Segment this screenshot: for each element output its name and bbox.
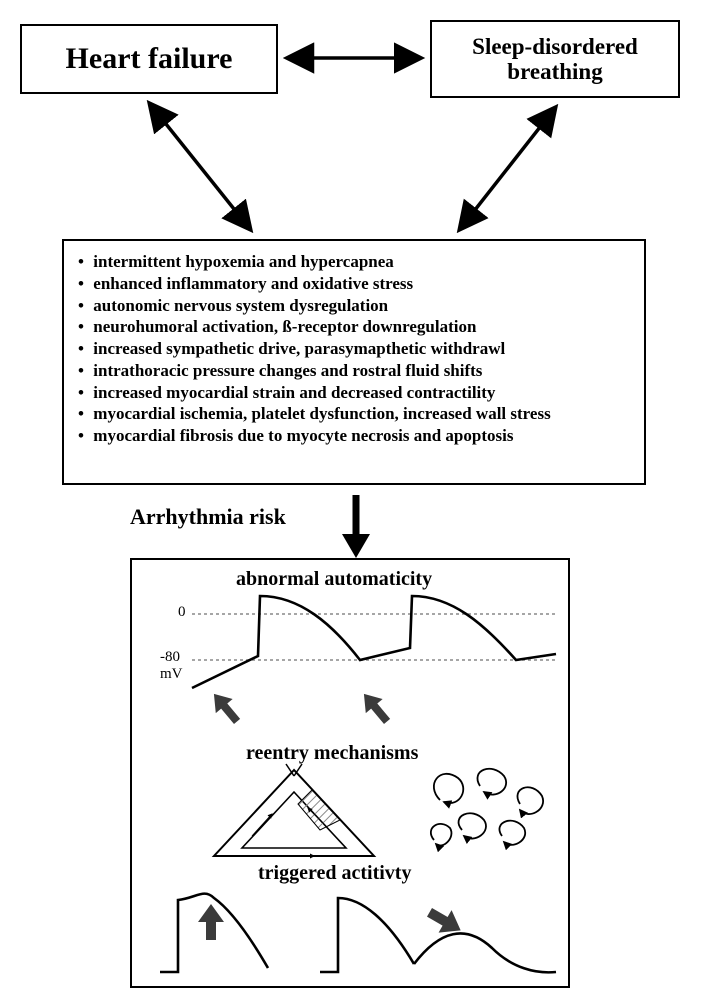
abnormal-automaticity-label: abnormal automaticity xyxy=(236,568,432,591)
axis-zero-label: 0 xyxy=(178,604,186,621)
list-item: •intermittent hypoxemia and hypercapnea xyxy=(78,251,551,273)
axis-mv-label: mV xyxy=(160,666,183,683)
list-item: •autonomic nervous system dysregulation xyxy=(78,295,551,317)
box-arrhythmia-risk xyxy=(130,558,570,988)
arrow-sdb-mech xyxy=(460,108,555,229)
arrow-down-to-risk xyxy=(342,495,370,558)
list-item: •intrathoracic pressure changes and rost… xyxy=(78,360,551,382)
triggered-label: triggered actitivty xyxy=(258,862,411,885)
list-item: •myocardial fibrosis due to myocyte necr… xyxy=(78,425,551,447)
box-heart-failure: Heart failure xyxy=(20,24,278,94)
diagram-canvas: Heart failure Sleep-disordered breathing… xyxy=(0,0,709,1007)
sdb-text-line1: Sleep-disordered xyxy=(472,34,638,59)
heart-failure-text: Heart failure xyxy=(66,42,233,76)
box-mechanisms: •intermittent hypoxemia and hypercapnea … xyxy=(62,239,646,485)
reentry-label: reentry mechanisms xyxy=(246,742,418,765)
mechanisms-list: •intermittent hypoxemia and hypercapnea … xyxy=(64,241,565,457)
list-item: •myocardial ischemia, platelet dysfuncti… xyxy=(78,403,551,425)
axis-neg80-label: -80 xyxy=(160,649,180,666)
arrhythmia-risk-label: Arrhythmia risk xyxy=(130,504,286,530)
list-item: •neurohumoral activation, ß-receptor dow… xyxy=(78,316,551,338)
arrow-hf-mech xyxy=(150,104,250,229)
sdb-text-line2: breathing xyxy=(472,59,638,84)
list-item: •enhanced inflammatory and oxidative str… xyxy=(78,273,551,295)
list-item: •increased myocardial strain and decreas… xyxy=(78,382,551,404)
list-item: •increased sympathetic drive, parasymapt… xyxy=(78,338,551,360)
box-sdb: Sleep-disordered breathing xyxy=(430,20,680,98)
